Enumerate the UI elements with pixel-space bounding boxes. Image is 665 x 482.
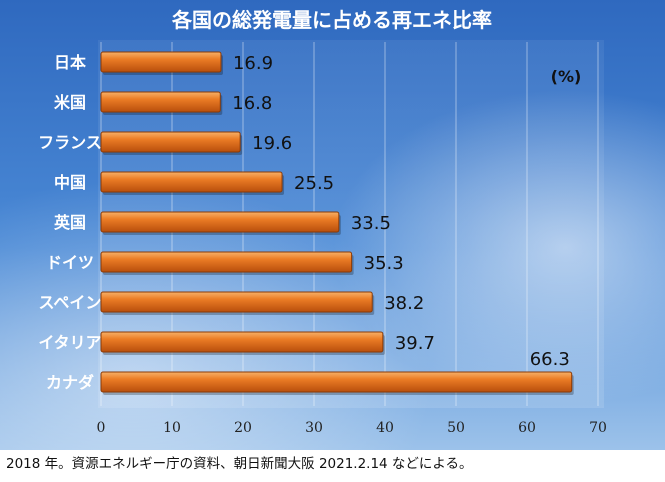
bar (100, 91, 221, 113)
value-label: 16.9 (233, 53, 273, 74)
category-label: 日本 (54, 53, 86, 72)
category-label: カナダ (46, 373, 94, 392)
value-label: 33.5 (351, 213, 391, 234)
value-label: 25.5 (294, 173, 334, 194)
bar (100, 131, 241, 153)
bar (100, 291, 373, 313)
category-label: 米国 (54, 93, 86, 112)
bar-row: 英国 33.5 (53, 211, 391, 235)
bar-row: 日本 16.9 (54, 51, 273, 75)
category-label: スペイン (39, 293, 102, 312)
x-tick-label: 20 (234, 420, 252, 436)
bar-row: 中国 25.5 (54, 171, 334, 195)
category-label: フランス (38, 133, 102, 152)
value-label: 19.6 (252, 133, 292, 154)
x-tick-label: 40 (376, 420, 394, 436)
category-label: ドイツ (46, 253, 94, 272)
bar-row: 米国 16.8 (54, 91, 272, 115)
bar-chart: 各国の総発電量に占める再エネ比率 (%) 日本 16.9 米国 16.8 フランス 19.… (0, 0, 665, 450)
bar-row: フランス 19.6 (38, 131, 292, 155)
bar (100, 171, 283, 193)
bar-row: イタリア 39.7 (38, 331, 435, 355)
x-tick-label: 10 (163, 420, 181, 436)
x-axis-ticks: 0 10 20 30 40 50 60 70 (97, 420, 607, 436)
value-label: 66.3 (530, 349, 570, 370)
x-tick-label: 70 (589, 420, 607, 436)
source-note: 2018 年。資源エネルギー庁の資料、朝日新聞大阪 2021.2.14 などによ… (6, 456, 473, 472)
category-label: 中国 (54, 173, 86, 192)
x-tick-label: 30 (305, 420, 323, 436)
category-label: イタリア (38, 333, 101, 352)
bar (100, 51, 222, 73)
bar (100, 371, 573, 393)
x-tick-label: 60 (518, 420, 536, 436)
value-label: 38.2 (384, 293, 424, 314)
unit-label: (%) (551, 67, 582, 86)
value-label: 39.7 (395, 333, 435, 354)
bar-row: ドイツ 35.3 (46, 251, 404, 275)
x-tick-label: 0 (97, 420, 106, 436)
value-label: 16.8 (232, 93, 272, 114)
bar (100, 331, 384, 353)
category-label: 英国 (53, 213, 86, 232)
bar (100, 251, 353, 273)
bar-row: カナダ 66.3 (46, 349, 574, 395)
value-label: 35.3 (364, 253, 404, 274)
x-tick-label: 50 (447, 420, 465, 436)
bar (100, 211, 340, 233)
bars: 日本 16.9 米国 16.8 フランス 19.6 中国 25.5 英国 33.5 ドイツ 35.3 ス… (38, 51, 574, 395)
chart-title: 各国の総発電量に占める再エネ比率 (171, 8, 492, 32)
bar-row: スペイン 38.2 (39, 291, 424, 315)
